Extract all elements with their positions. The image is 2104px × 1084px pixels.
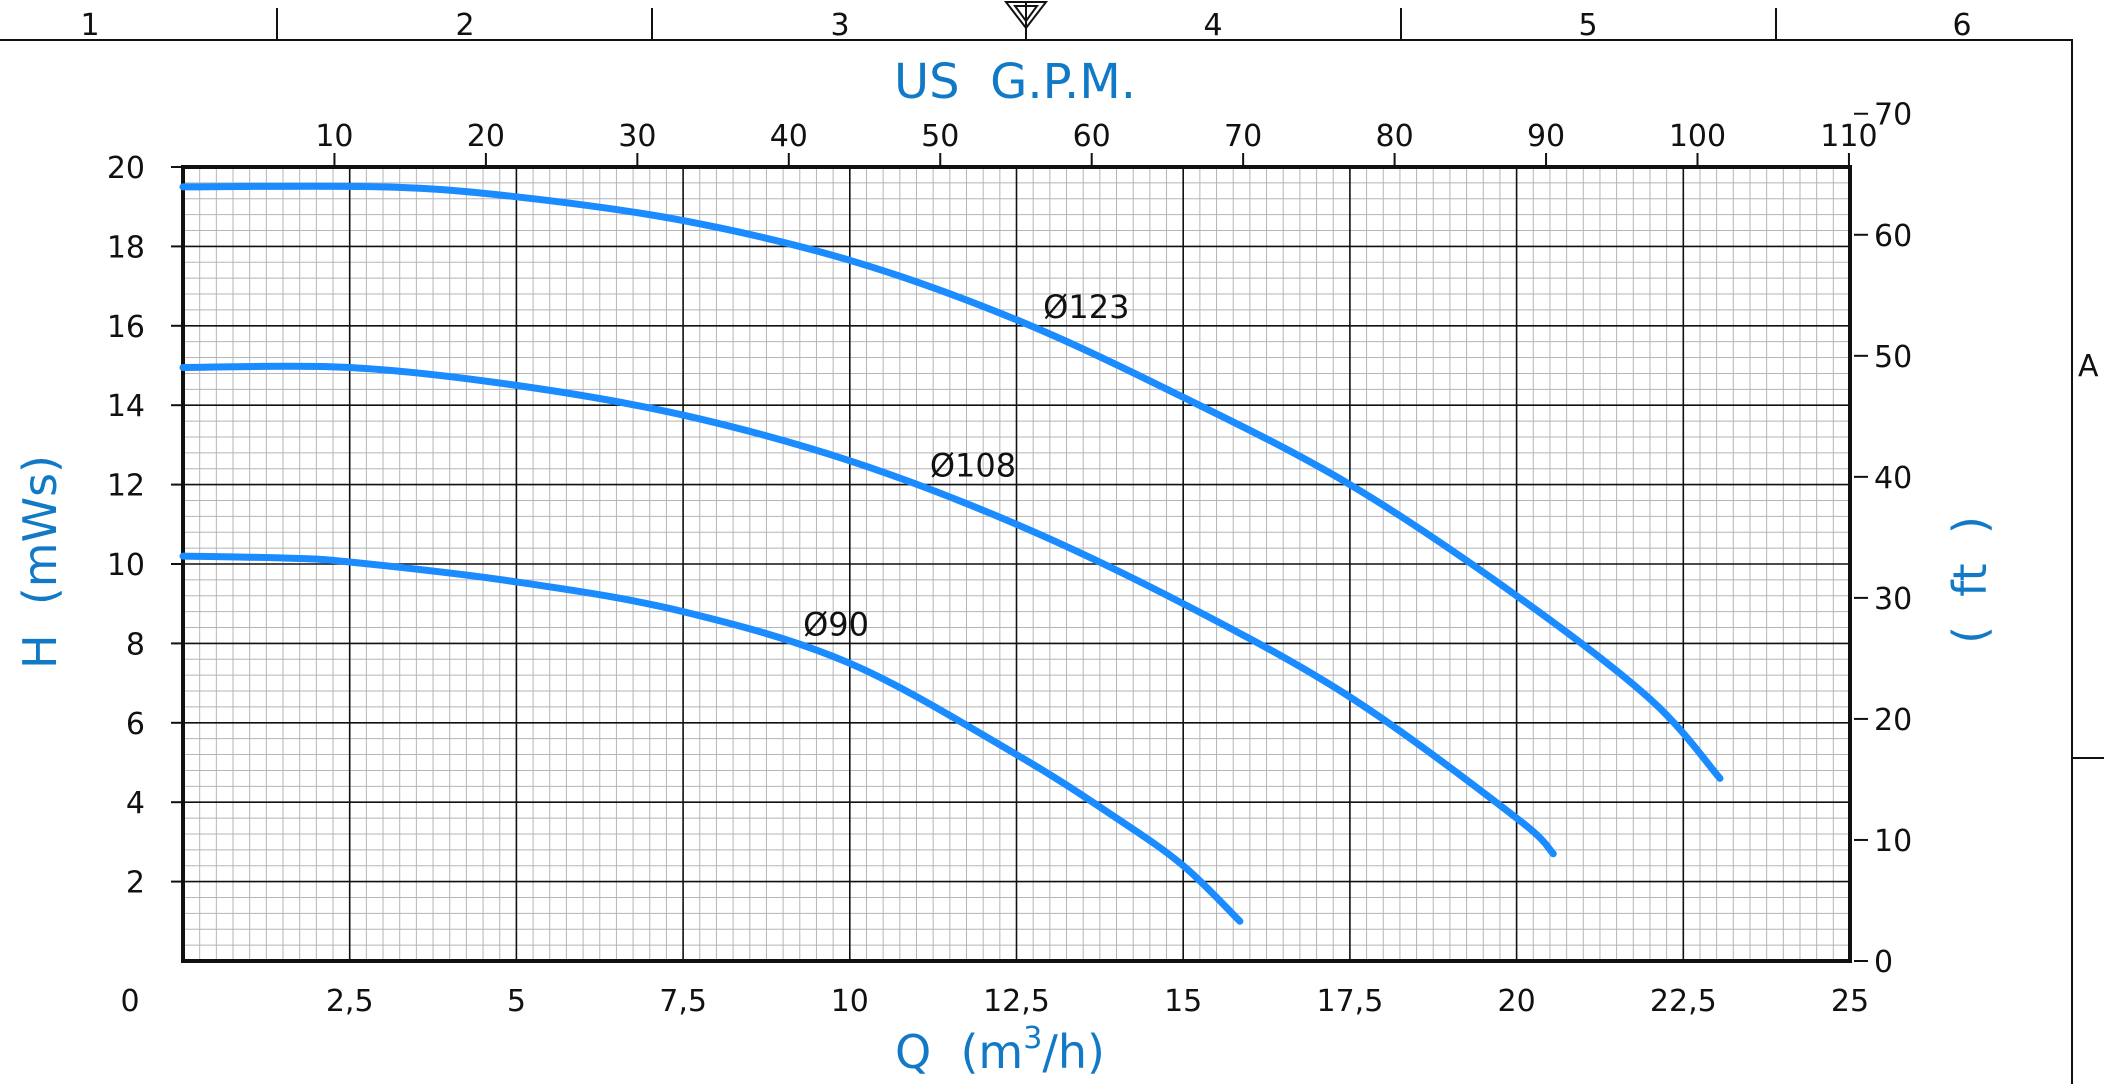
x2-tick-label: 10 [315, 119, 353, 154]
zone-number: 6 [1952, 8, 1971, 43]
y2-tick-label: 40 [1874, 461, 1912, 496]
x2-tick-label: 90 [1527, 119, 1565, 154]
x2-axis-title: US G.P.M. [894, 54, 1136, 110]
y-tick-label: 6 [126, 707, 145, 742]
zone-number: 2 [455, 8, 474, 43]
y2-tick-label: 70 [1874, 98, 1912, 133]
impeller-curve-108 [179, 362, 1557, 858]
x-tick-label: 2,5 [326, 984, 374, 1019]
x2-tick-label: 60 [1073, 119, 1111, 154]
y2-tick-label: 0 [1874, 945, 1893, 980]
zone-number: 5 [1578, 8, 1597, 43]
major-grid [183, 167, 1850, 961]
y-tick-label: 10 [107, 548, 145, 583]
y2-tick-label: 20 [1874, 703, 1912, 738]
x-tick-label: 17,5 [1317, 984, 1384, 1019]
y2-tick-label: 60 [1874, 219, 1912, 254]
y-tick-label: 8 [126, 627, 145, 662]
x2-tick-label: 100 [1669, 119, 1726, 154]
y-tick-label: 20 [107, 151, 145, 186]
x2-tick-label: 70 [1224, 119, 1262, 154]
zone-number: 3 [830, 8, 849, 43]
y2-tick-label: 10 [1874, 824, 1912, 859]
y-tick-label: 2 [126, 866, 145, 901]
x-tick-label: 7,5 [659, 984, 707, 1019]
drawing-frame [0, 39, 2104, 1084]
x-tick-label: 10 [831, 984, 869, 1019]
x-tick-label: 20 [1498, 984, 1536, 1019]
x-tick-label: 25 [1831, 984, 1869, 1019]
x-tick-label: 22,5 [1650, 984, 1717, 1019]
y-tick-label: 18 [107, 230, 145, 265]
x-axis-title-end: /h) [1042, 1025, 1105, 1079]
y2-axis-ticks: 0 10 20 30 40 50 60 70 [1854, 98, 1912, 980]
curve-label-90: Ø90 [803, 605, 869, 643]
x-axis-title-main: Q (m [895, 1025, 1023, 1079]
impeller-curve-123 [179, 182, 1724, 782]
x-tick-label: 5 [507, 984, 526, 1019]
y-axis-title: H (mWs) [13, 455, 67, 669]
x2-axis-ticks: 10 20 30 40 50 60 70 80 90 100 110 [315, 119, 1878, 167]
x2-tick-label: 80 [1375, 119, 1413, 154]
zone-number: 1 [80, 8, 99, 43]
datum-triangle-icon [1003, 0, 1049, 40]
y2-tick-label: 50 [1874, 340, 1912, 375]
x2-tick-label: 110 [1820, 119, 1877, 154]
y-axis-ticks: 2 4 6 8 10 12 14 16 18 20 [107, 151, 183, 901]
frame-zone-strip: 1 2 3 4 5 6 [80, 8, 1972, 43]
y2-tick-label: 30 [1874, 582, 1912, 617]
x2-tick-label: 30 [618, 119, 656, 154]
x-tick-label: 12,5 [983, 984, 1050, 1019]
x2-tick-label: 50 [921, 119, 959, 154]
x-tick-label: 0 [120, 984, 139, 1019]
impeller-curve-90 [179, 552, 1244, 925]
y-tick-label: 14 [107, 389, 145, 424]
x-tick-label: 15 [1164, 984, 1202, 1019]
x2-tick-label: 20 [467, 119, 505, 154]
y-tick-label: 12 [107, 469, 145, 504]
frame-row-letter: A [2078, 349, 2099, 384]
x2-tick-label: 40 [770, 119, 808, 154]
frame-border [0, 39, 2073, 1084]
y-tick-label: 4 [126, 786, 145, 821]
zone-number: 4 [1203, 8, 1222, 43]
x-axis-title-sup: 3 [1023, 1021, 1042, 1056]
x-axis-ticks: 0 2,5 5 7,5 10 12,5 15 17,5 20 22,5 25 [120, 984, 1869, 1019]
x-axis-title: Q (m3/h) [895, 1021, 1105, 1079]
y-tick-label: 16 [107, 310, 145, 345]
curve-label-108: Ø108 [930, 447, 1016, 485]
series-layer: Ø123 Ø108 Ø90 [179, 182, 1724, 925]
y2-axis-title: ( ft ) [1943, 516, 1997, 644]
curve-label-123: Ø123 [1043, 288, 1129, 326]
